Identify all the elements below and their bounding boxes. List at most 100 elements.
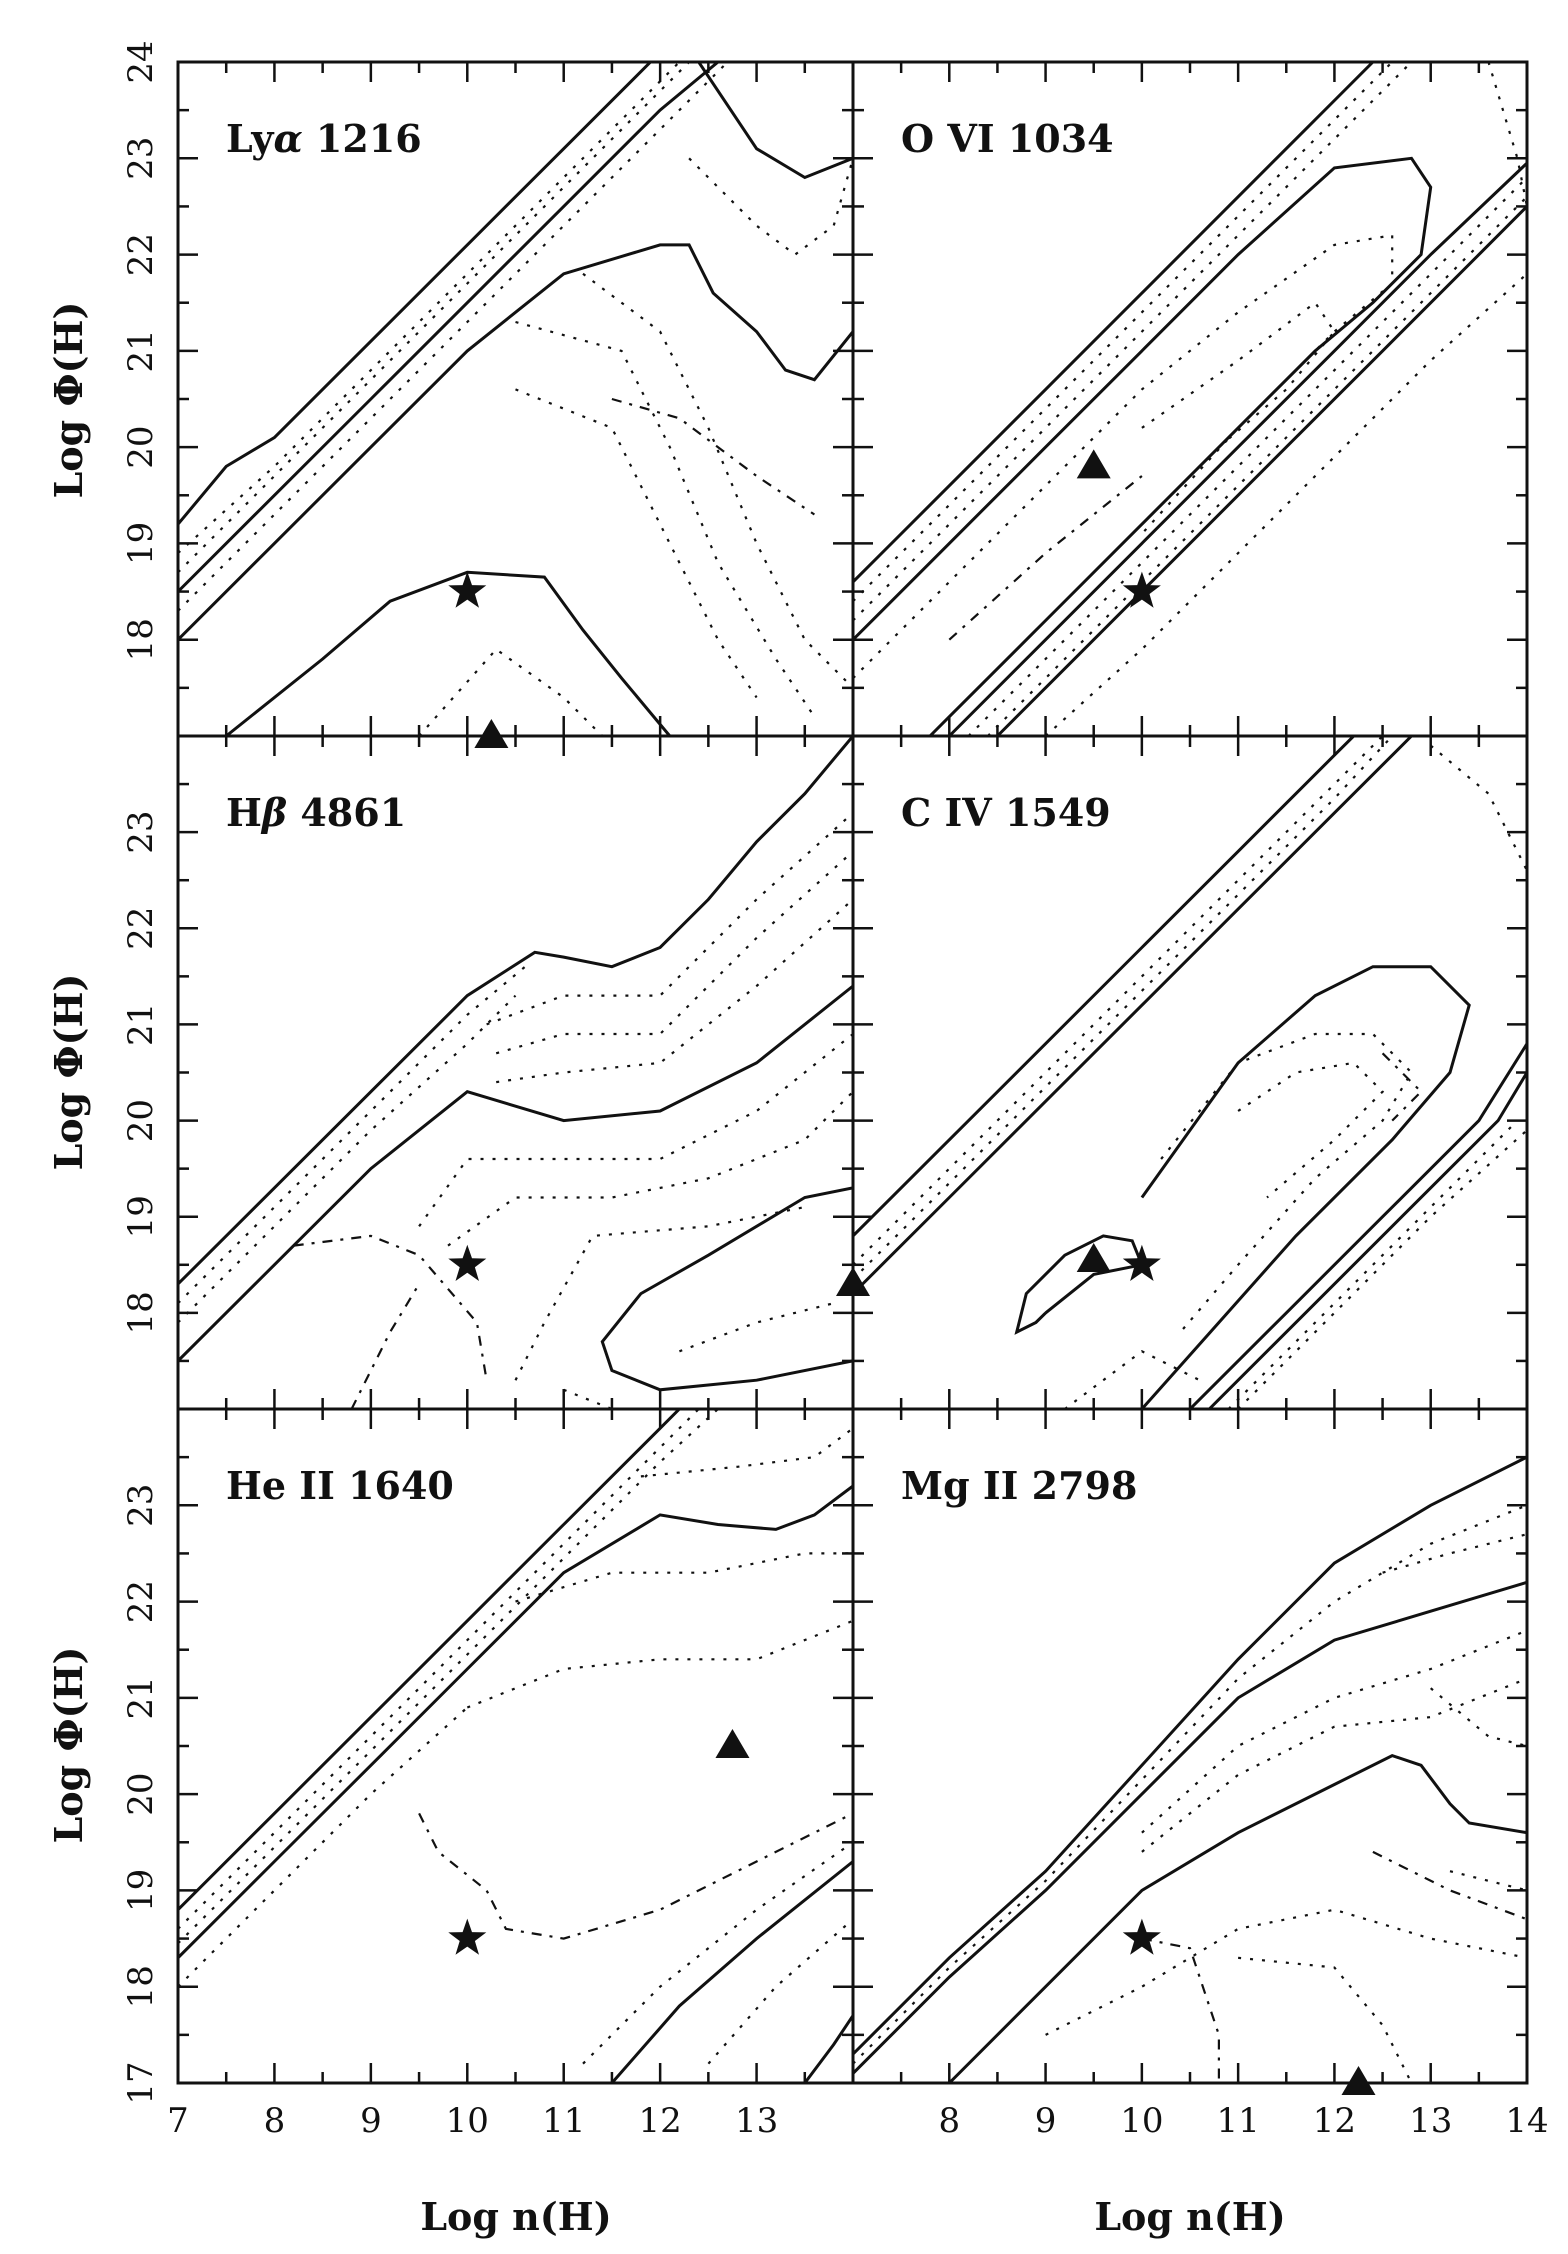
- contour-dotted-mgii-3: [1382, 1533, 1527, 1574]
- contour-solid-ovi-0: [853, 62, 1374, 583]
- triangle-marker-ovi: [1076, 449, 1111, 479]
- contour-solid-ovi-1: [853, 156, 1433, 736]
- contour-solid-lya-4: [697, 62, 853, 180]
- contour-dotted-ovi-0: [853, 62, 1393, 602]
- contour-dotted-lya-5: [515, 320, 816, 718]
- x-tick-label: 8: [938, 2101, 960, 2141]
- panel-label-main-heii: He II 1640: [226, 1463, 454, 1508]
- panel-frame-heii: [176, 1407, 855, 2085]
- panel-label-greek-lya: α: [273, 116, 302, 161]
- contour-dashdot-heii-0: [418, 1812, 853, 1940]
- triangle-marker-lya: [474, 719, 509, 748]
- triangle-marker-civ: [1076, 1242, 1111, 1272]
- panel-frame-hb: [176, 734, 855, 1411]
- contour-dotted-heii-2: [178, 1706, 469, 1988]
- contour-dotted-hb-4: [496, 898, 853, 1084]
- contour-dashdot-lya-0: [611, 397, 816, 516]
- y-tick-label: 22: [121, 907, 161, 950]
- contour-dotted-hb-8: [563, 1388, 613, 1409]
- contour-dotted-heii-4: [515, 1552, 853, 1603]
- y-tick-label: 21: [121, 329, 161, 372]
- contour-solid-civ-5: [1014, 1234, 1144, 1335]
- contour-dotted-mgii-6: [1237, 1956, 1413, 2083]
- contour-dashdot-mgii-0: [1141, 1937, 1220, 2083]
- contour-dotted-heii-3: [466, 1619, 853, 1709]
- contour-dashdot-hb-1: [350, 1283, 421, 1409]
- star-marker-heii: [448, 1918, 487, 1955]
- contour-dotted-mgii-7: [1449, 1870, 1527, 1892]
- contour-solid-civ-2: [1140, 965, 1471, 1409]
- panel-heii: He II 1640: [176, 1407, 855, 2085]
- contour-solid-civ-3: [1188, 1042, 1527, 1409]
- contour-solid-civ-1: [853, 736, 1413, 1295]
- contour-dotted-mgii-2: [1141, 1677, 1527, 1853]
- y-tick-label: 18: [121, 1291, 161, 1334]
- contour-dotted-hb-6: [447, 1090, 853, 1247]
- contour-solid-lya-0: [178, 62, 652, 526]
- y-tick-label: 21: [121, 1676, 161, 1719]
- panel-label-heii: He II 1640: [226, 1463, 454, 1508]
- y-tick-label: 24: [121, 40, 161, 83]
- y-tick-label: 21: [121, 1003, 161, 1046]
- panel-label-main-civ: C IV 1549: [901, 790, 1111, 835]
- panel-label-main-lya: Ly: [226, 116, 274, 161]
- contour-dotted-heii-7: [582, 1841, 853, 2065]
- contour-dotted-lya-3: [418, 647, 604, 736]
- contour-dashdot-hb-0: [293, 1234, 488, 1381]
- contour-dotted-civ-0: [853, 736, 1384, 1266]
- contour-dotted-heii-0: [178, 1409, 700, 1930]
- contour-dotted-civ-7: [1429, 744, 1527, 872]
- contour-dotted-mgii-5: [1045, 1908, 1527, 2036]
- panel-civ: C IV 1549: [851, 734, 1529, 1411]
- x-tick-label: 9: [1035, 2101, 1057, 2141]
- contour-solid-hb-2: [600, 1186, 853, 1392]
- panel-label-ovi: O VI 1034: [901, 116, 1114, 161]
- contour-dotted-mgii-0: [853, 1504, 1527, 2065]
- contour-dotted-mgii-4: [1429, 1687, 1527, 1748]
- triangle-marker-heii: [715, 1729, 750, 1758]
- contour-solid-heii-3: [803, 2014, 853, 2083]
- panel-ovi: O VI 1034: [851, 60, 1529, 738]
- y-axis-title-row3: Log Φ(H): [46, 1647, 91, 1844]
- contour-solid-hb-1: [178, 984, 853, 1362]
- y-tick-label: 20: [121, 1099, 161, 1142]
- contour-solid-mgii-2: [948, 1753, 1527, 2083]
- contour-solid-mgii-0: [853, 1455, 1527, 2056]
- contour-curves-ovi: [853, 62, 1527, 736]
- contour-dotted-heii-5: [640, 1427, 853, 1478]
- contour-dotted-civ-3: [1237, 1061, 1385, 1199]
- contour-dotted-hb-7: [514, 1206, 806, 1381]
- contour-dotted-hb-0: [178, 965, 526, 1304]
- contour-dotted-ovi-5: [967, 176, 1527, 736]
- star-marker-civ: [1122, 1244, 1161, 1281]
- x-tick-label: 11: [542, 2101, 585, 2141]
- contour-curves-heii: [178, 1409, 853, 2083]
- x-axis-title-left: Log n(H): [420, 2194, 611, 2239]
- contour-dotted-hb-5: [418, 1033, 853, 1227]
- panels-layer: Lyα 1216 O VI 1034 Hβ 4861 C IV 1549 He II 1…: [121, 40, 1549, 2141]
- y-tick-label: 17: [121, 2061, 161, 2104]
- contour-solid-mgii-1: [853, 1580, 1527, 2075]
- contour-dotted-ovi-4: [987, 196, 1527, 736]
- contour-dotted-lya-2: [178, 62, 729, 612]
- contour-dotted-lya-6: [582, 272, 853, 689]
- contour-solid-heii-1: [178, 1484, 853, 1959]
- y-tick-label: 23: [121, 1484, 161, 1527]
- contour-dotted-mgii-1: [1141, 1629, 1527, 1834]
- x-tick-label: 13: [735, 2101, 778, 2141]
- x-tick-label: 12: [1313, 2101, 1356, 2141]
- contour-dotted-civ-2: [1160, 1032, 1413, 1333]
- panel-frame-lya: [176, 60, 855, 738]
- y-tick-label: 20: [121, 425, 161, 468]
- contour-dotted-lya-7: [688, 157, 853, 256]
- contour-dotted-ovi-6: [1044, 272, 1527, 736]
- contour-solid-ovi-3: [996, 205, 1527, 736]
- x-tick-label: 12: [638, 2101, 681, 2141]
- x-tick-label: 9: [360, 2101, 382, 2141]
- x-tick-label: 10: [446, 2101, 489, 2141]
- panel-label-main-mgii: Mg II 2798: [901, 1463, 1137, 1508]
- panel-label-mgii: Mg II 2798: [901, 1463, 1137, 1508]
- y-tick-label: 19: [121, 522, 161, 565]
- star-marker-mgii: [1122, 1918, 1161, 1955]
- x-tick-label: 8: [264, 2101, 286, 2141]
